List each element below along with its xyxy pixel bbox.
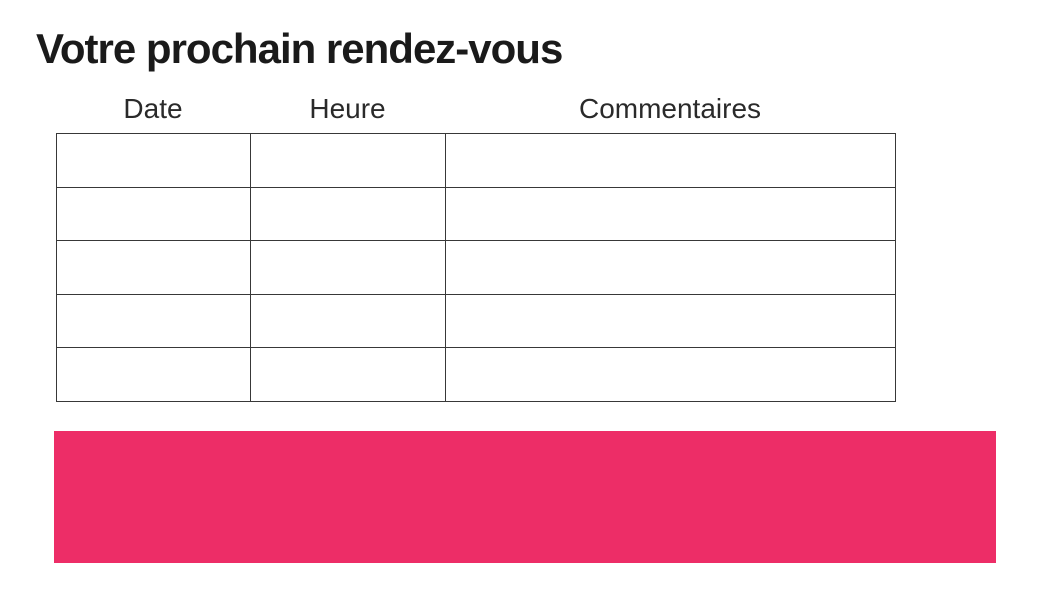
page-title: Votre prochain rendez-vous <box>36 25 563 72</box>
appointment-table <box>56 133 896 402</box>
column-header-commentaires: Commentaires <box>578 93 762 124</box>
table-cell-commentaires <box>445 186 896 241</box>
table-column-headers: Date Heure Commentaires <box>56 92 895 126</box>
table-row <box>56 133 896 188</box>
table-row <box>56 293 896 348</box>
table-cell-date <box>56 186 251 241</box>
table-row <box>56 347 896 402</box>
table-cell-date <box>56 347 251 402</box>
table-row <box>56 186 896 241</box>
table-cell-date <box>56 240 251 295</box>
column-header-date: Date <box>123 93 183 124</box>
table-cell-heure <box>250 293 446 348</box>
table-cell-heure <box>250 347 446 402</box>
table-cell-date <box>56 133 251 188</box>
table-cell-commentaires <box>445 293 896 348</box>
appointment-table-body <box>56 133 896 402</box>
table-cell-heure <box>250 186 446 241</box>
table-cell-commentaires <box>445 240 896 295</box>
table-cell-commentaires <box>445 347 896 402</box>
table-cell-heure <box>250 133 446 188</box>
column-header-heure: Heure <box>309 93 386 124</box>
table-cell-date <box>56 293 251 348</box>
footer-banner <box>54 431 996 563</box>
table-cell-heure <box>250 240 446 295</box>
table-cell-commentaires <box>445 133 896 188</box>
table-row <box>56 240 896 295</box>
